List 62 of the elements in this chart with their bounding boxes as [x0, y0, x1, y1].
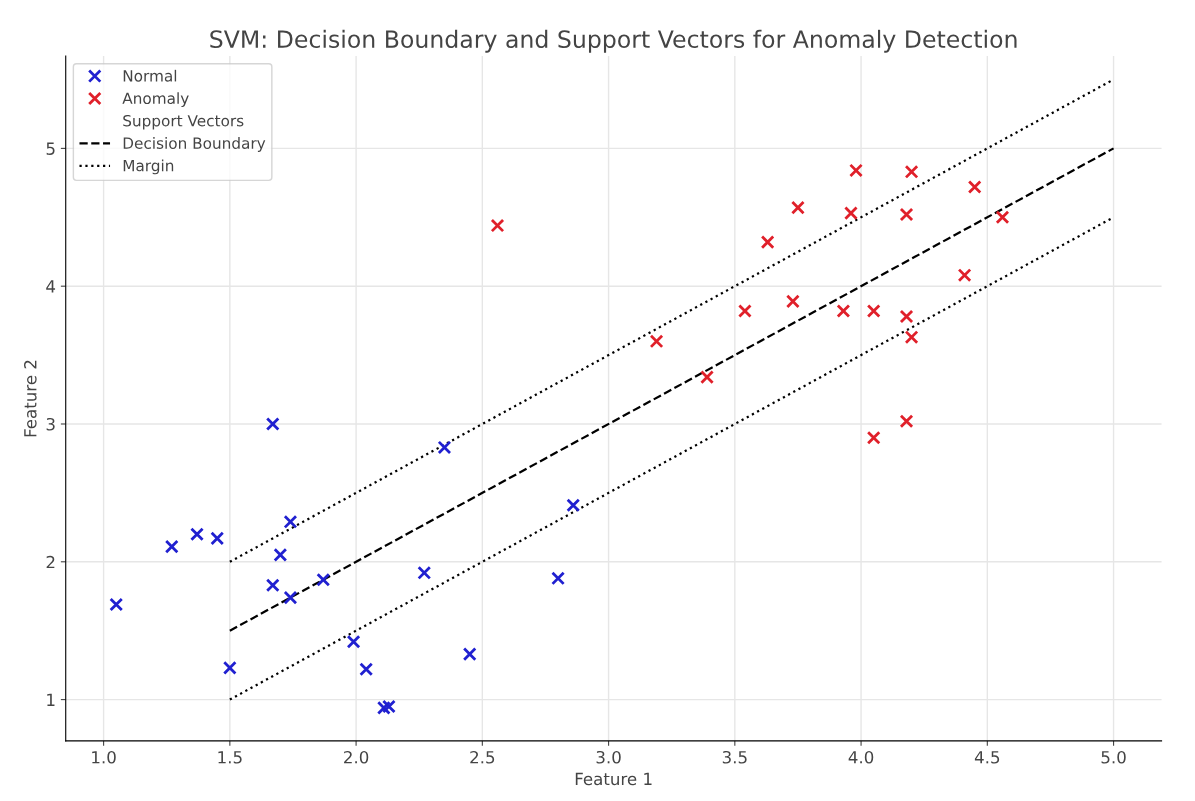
point	[844, 206, 858, 221]
point	[164, 539, 179, 554]
point	[785, 294, 800, 309]
x-tick-label: 4.0	[848, 750, 874, 764]
y-tick-label: 5	[46, 142, 55, 155]
point	[899, 309, 914, 324]
y-tick-label: 4	[46, 280, 56, 293]
point	[417, 565, 432, 580]
point	[551, 571, 566, 586]
x-tick-label: 4.5	[974, 751, 1000, 764]
point	[904, 330, 919, 345]
text: Support Vectors	[123, 114, 244, 130]
x-tick-label: 3.0	[596, 750, 621, 764]
point	[566, 498, 581, 513]
point	[791, 200, 805, 215]
point	[490, 218, 505, 233]
point	[462, 647, 477, 662]
legend-label: Decision Boundary	[123, 137, 266, 152]
point	[866, 430, 881, 445]
point	[283, 514, 298, 529]
x-tick-label: 5.0	[1101, 750, 1126, 764]
point	[273, 547, 288, 562]
y-axis-title: Feature 2	[24, 360, 37, 437]
point	[866, 304, 881, 318]
point	[210, 531, 225, 546]
y-tick-label: 1	[47, 693, 55, 706]
y-tick-label: 2	[46, 555, 55, 569]
x-tick-label: 3.5	[722, 750, 747, 764]
chart-title: SVM: Decision Boundary and Support Vectors for Anomaly Detection	[210, 29, 1017, 53]
point	[190, 527, 204, 542]
point	[222, 660, 237, 675]
x-axis-title: Feature 1	[575, 772, 652, 786]
point	[649, 334, 664, 349]
point	[109, 597, 124, 612]
legend-label: Margin	[123, 159, 174, 175]
point	[346, 634, 361, 649]
point	[265, 417, 280, 431]
point	[376, 700, 391, 715]
x-tick-label: 1.0	[92, 750, 116, 764]
x-tick-label: 1.5	[218, 751, 242, 764]
point	[737, 304, 752, 318]
point	[904, 164, 919, 179]
point	[359, 662, 374, 677]
point	[760, 235, 775, 250]
legend-label: Anomaly	[122, 92, 189, 108]
point	[967, 180, 982, 194]
point	[849, 163, 863, 178]
point	[316, 572, 331, 587]
x-tick-label: 2.0	[344, 750, 369, 764]
point	[957, 268, 972, 283]
point	[995, 210, 1010, 225]
point	[836, 304, 851, 318]
point	[700, 370, 714, 385]
point	[899, 207, 914, 222]
point	[283, 590, 298, 605]
x-tick-label: 2.5	[470, 750, 495, 764]
point	[265, 578, 280, 593]
legend-label: Normal	[123, 69, 177, 82]
point	[437, 440, 452, 455]
point	[899, 414, 914, 429]
point	[381, 699, 396, 714]
y-tick-label: 3	[46, 417, 55, 431]
